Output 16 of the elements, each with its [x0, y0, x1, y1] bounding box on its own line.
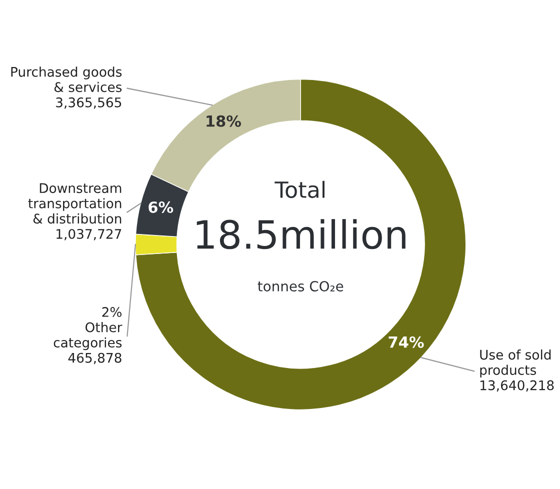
slice-label: Other categories	[54, 322, 122, 350]
slice-label: Purchased goods & services	[11, 66, 122, 92]
data-label: 18%	[206, 115, 241, 127]
text: 18.5million	[196, 219, 406, 250]
data-label: 6%	[148, 201, 174, 213]
data-label: 74%	[388, 336, 424, 348]
text: 465,878	[68, 352, 122, 364]
slice-label: Downstream transportation & distribution	[28, 183, 122, 224]
text: Total	[274, 180, 325, 198]
donut-slice	[135, 78, 466, 410]
text: tonnes CO₂e	[258, 280, 344, 292]
text: 3,365,565	[56, 97, 122, 109]
text: 1,037,727	[56, 228, 122, 240]
slice-label: Use of sold products	[480, 349, 551, 378]
text: 13,640,218	[480, 380, 554, 392]
data-label: 2%	[102, 307, 122, 317]
